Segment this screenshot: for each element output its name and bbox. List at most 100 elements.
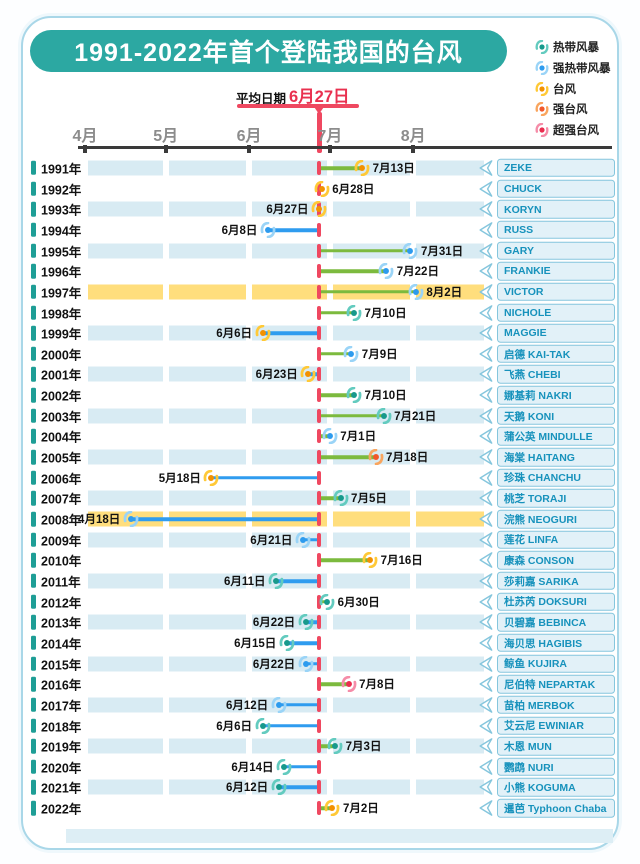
year-marker-bar [31,656,36,671]
typhoon-name-badge: GARY [497,241,615,260]
year-marker-bar [31,387,36,403]
date-label: 7月2日 [342,803,379,816]
row-stripe-cell [168,490,247,506]
average-dash [316,408,322,423]
typhoon-point [295,531,311,549]
row-stripe-cell [168,532,247,548]
average-rule [237,104,359,108]
typhoon-icon [311,200,327,218]
typhoon-name-badge: 鹦鹉 NURI [497,757,615,777]
date-connector-line [278,703,320,707]
date-connector-line [211,475,320,480]
typhoon-name: 康森 CONSON [504,554,575,567]
typhoon-name: 浣熊 NEOGURI [504,513,577,526]
typhoon-point [271,779,287,796]
typhoon-name: 杜苏芮 DOKSURI [504,596,587,609]
year-label: 2000年 [41,348,82,363]
legend-item-tropical_storm: 热带风暴 [535,39,599,55]
axis-tick [246,145,252,153]
row-stripe-cell [416,614,484,630]
row-stripe-cell [416,656,484,672]
row-stripe-cell [416,408,484,424]
badge-chevron-icon [479,779,493,796]
date-label: 6月22日 [252,617,296,630]
typhoon-icon [204,469,219,487]
typhoon-name-badge: 苗柏 MERBOK [497,695,615,715]
legend-label: 热带风暴 [553,42,599,54]
legend-label: 强热带风暴 [553,62,611,75]
date-label: 6月8日 [221,224,258,237]
row-stripe-cell [252,160,327,176]
severe_tropical_storm-icon [343,345,359,363]
year-marker-bar [31,181,36,196]
average-dash [316,759,322,774]
typhoon-name: 海贝思 HAGIBIS [504,637,583,650]
average-dash [316,780,322,795]
date-label: 6月22日 [252,658,296,671]
date-connector-line [262,723,320,728]
typhoon-point [378,262,394,280]
date-label: 6月11日 [223,575,266,588]
date-connector-line [319,682,349,687]
typhoon-name-badge: VICTOR [497,282,615,302]
average-dash [316,615,322,630]
row-stripe-cell [168,779,247,795]
legend-label: 强台风 [553,104,588,117]
row-stripe-cell [252,490,327,506]
typhoon-name: 尼伯特 NEPARTAK [504,678,596,691]
year-label: 2009年 [41,534,82,549]
date-label: 6月6日 [216,328,253,341]
year-marker-bar [31,243,36,258]
date-connector-line [284,765,320,769]
year-marker-bar [31,697,36,713]
average-dash [316,429,322,444]
row-stripe-cell [88,449,163,465]
date-connector-line [319,269,387,274]
year-label: 2022年 [41,802,82,817]
typhoon-point [123,510,139,528]
year-marker-bar [31,511,36,527]
average-dash [316,801,322,816]
average-dash [316,243,322,258]
severe_tropical_storm-icon [298,655,313,672]
date-label: 7月3日 [345,741,382,754]
timeline-row-2018: 2018年 6月6日 艾云尼 EWINIAR [0,715,640,736]
date-connector-line [319,290,416,294]
row-stripe-cell [88,779,163,795]
typhoon-point [271,696,287,714]
row-stripe-cell [416,284,484,300]
typhoon-name: 天鹅 KONI [504,410,555,423]
row-stripe-cell [168,325,247,341]
year-marker-bar [31,160,36,176]
typhoon-icon [300,366,316,383]
date-label: 7月8日 [359,679,395,692]
timeline-row-2021: 2021年 6月12日 小熊 KOGUMA [0,777,640,798]
average-dash [316,450,322,465]
timeline-row-2010: 2010年 7月16日 康森 CONSON [0,550,640,571]
year-label: 2005年 [41,451,82,466]
typhoon-point [311,200,327,218]
year-label: 2002年 [41,389,82,404]
row-stripe-cell [168,573,247,589]
badge-chevron-icon [479,511,493,527]
row-stripe-cell [168,284,247,300]
badge-chevron-icon [479,759,493,775]
row-stripe-cell [88,243,163,259]
row-stripe-cell [332,697,411,713]
row-stripe-cell [88,532,163,548]
typhoon-name-badge: KORYN [497,200,615,219]
typhoon-point [298,655,314,672]
typhoon-point [260,221,276,239]
tropical_storm-icon [333,490,348,507]
year-marker-bar [31,573,36,589]
row-stripe-cell [332,490,411,506]
typhoon-icon [362,552,378,569]
row-stripe-cell [168,160,247,176]
row-stripe-cell [168,243,247,259]
year-label: 1994年 [41,224,82,239]
typhoon-point [322,428,338,445]
badge-chevron-icon [479,552,493,569]
year-label: 2015年 [41,658,82,673]
row-stripe-cell [332,656,411,672]
month-label: 4月 [72,128,98,145]
